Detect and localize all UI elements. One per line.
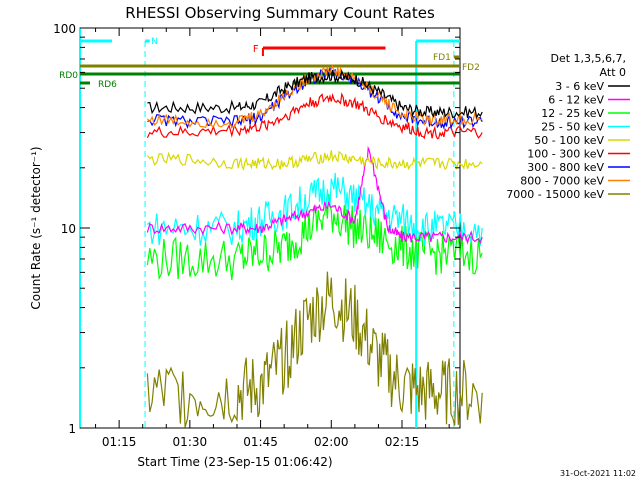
date-stamp: 31-Oct-2021 11:02 <box>560 469 636 478</box>
x-tick-label: 02:00 <box>314 435 349 449</box>
legend-entry-label: 100 - 300 keV <box>527 148 604 161</box>
x-tick-label: 01:30 <box>173 435 208 449</box>
legend-header-line-2: Att 0 <box>600 66 626 79</box>
axes-layer: 01:15 01:30 01:45 02:00 02:15 1 10 100 <box>53 22 460 449</box>
fd1-flag-label: FD1 <box>433 53 451 63</box>
x-tick-label: 01:15 <box>102 435 137 449</box>
series-layer <box>146 64 483 428</box>
y-tick-label: 1 <box>68 422 76 436</box>
series-line-100-300-kev <box>146 92 483 140</box>
chart-title: RHESSI Observing Summary Count Rates <box>125 4 435 22</box>
legend-entry-label: 7000 - 15000 keV <box>506 188 604 201</box>
flare-flag-label: F <box>253 44 259 55</box>
night-flag-label: N <box>151 37 158 47</box>
legend-entry-label: 6 - 12 keV <box>548 94 604 107</box>
series-line-7000-15000-kev <box>146 271 483 428</box>
legend-entry-label: 25 - 50 keV <box>541 121 604 134</box>
series-line-6-12-kev <box>146 145 483 245</box>
series-line-25-50-kev <box>146 172 483 246</box>
series-line-3-6-kev <box>147 69 483 120</box>
legend-entry-label: 50 - 100 keV <box>534 134 604 147</box>
fd2-flag-label: FD2 <box>462 63 480 73</box>
rd6-flag-label: RD6 <box>98 80 117 90</box>
legend-entry-label: 12 - 25 keV <box>541 107 604 120</box>
x-tick-label: 01:45 <box>243 435 278 449</box>
series-line-50-100-kev <box>146 150 483 171</box>
legend-header-line-1: Det 1,3,5,6,7, <box>550 52 626 65</box>
x-tick-label: 02:15 <box>385 435 420 449</box>
y-axis-label: Count Rate (s⁻¹ detector⁻¹) <box>29 146 43 309</box>
y-tick-label: 100 <box>53 22 76 36</box>
legend-entry-label: 3 - 6 keV <box>555 80 604 93</box>
y-tick-label: 10 <box>61 222 76 236</box>
x-axis-label: Start Time (23-Sep-15 01:06:42) <box>137 455 332 469</box>
series-line-800-7000-kev <box>146 64 483 129</box>
legend-entry-label: 800 - 7000 keV <box>520 175 604 188</box>
rd0-flag-label: RD0 <box>59 71 78 81</box>
legend-entry-label: 300 - 800 keV <box>527 161 604 174</box>
flag-bars: N F RD0 RD6 FD2 FD1 <box>59 28 480 428</box>
